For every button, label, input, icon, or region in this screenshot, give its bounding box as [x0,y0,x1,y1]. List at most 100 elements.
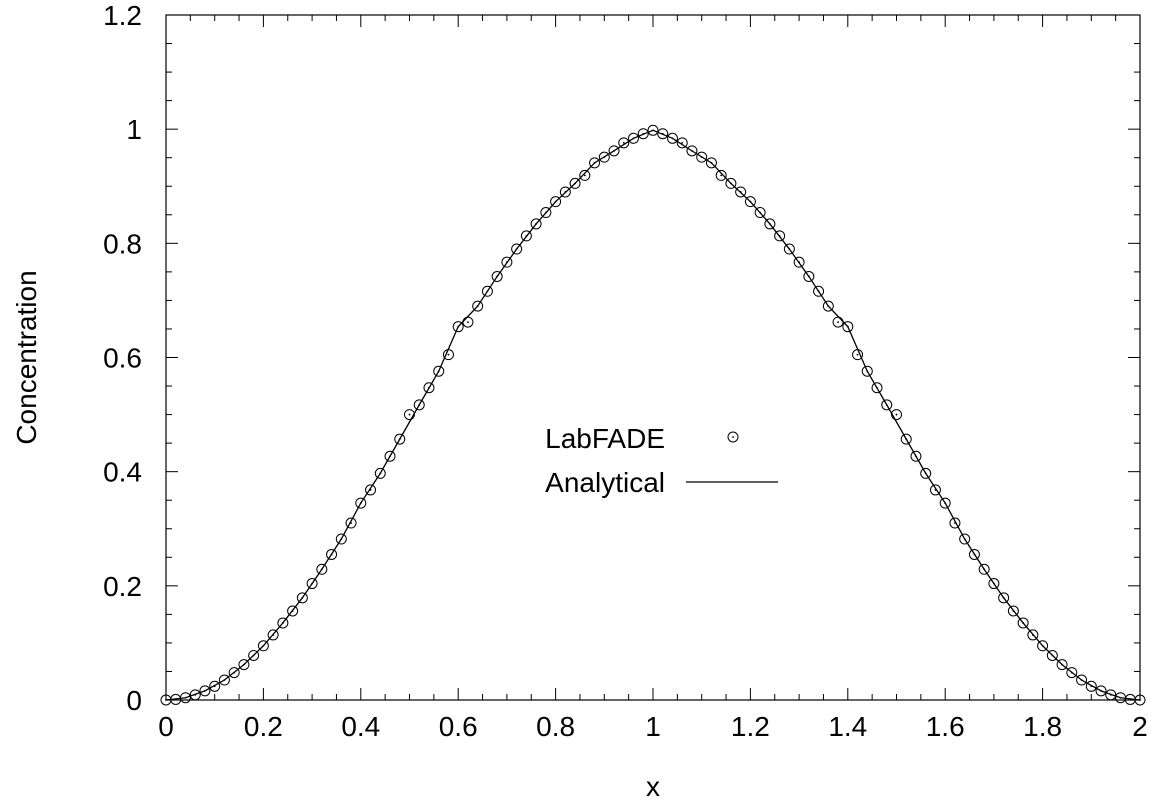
labfade-point [501,256,513,268]
labfade-point-ring [920,467,932,479]
labfade-point-dot [905,438,908,441]
labfade-point-dot [963,538,966,540]
labfade-point [715,169,727,181]
x-tick-label: 0.2 [244,711,283,742]
labfade-point [472,300,484,312]
labfade-point-dot [759,211,762,214]
labfade-point-ring [881,399,893,411]
labfade-point-dot [204,689,206,692]
labfade-point-ring [501,256,513,268]
labfade-point [1056,659,1068,671]
labfade-point-dot [223,679,226,681]
labfade-point [491,270,503,282]
labfade-point [735,186,747,198]
labfade-point-dot [408,413,411,416]
labfade-point-dot [311,582,313,585]
labfade-point [355,497,367,509]
labfade-point-ring [423,382,435,394]
labfade-point-dot [876,386,878,389]
labfade-point-ring [1134,694,1146,706]
labfade-point-ring [852,349,864,361]
labfade-point-ring [598,151,610,163]
labfade-point [1046,649,1058,661]
labfade-point [413,399,425,411]
labfade-point-ring [1017,617,1029,629]
series-markers [160,124,1146,706]
labfade-point-dot [671,137,674,140]
legend-label-labfade: LabFADE [545,423,665,454]
labfade-point-dot [856,353,859,356]
labfade-point-dot [720,174,723,177]
labfade-point [520,230,532,242]
labfade-point-ring [998,592,1010,604]
labfade-point-ring [608,145,620,157]
labfade-point-dot [535,223,538,225]
labfade-point-ring [628,132,640,144]
labfade-point-dot [973,553,976,556]
labfade-point [1017,617,1029,629]
labfade-point-dot [652,129,654,132]
labfade-point [813,285,825,297]
labfade-point-ring [365,484,377,496]
labfade-point-dot [768,223,771,225]
labfade-point [793,256,805,268]
labfade-point-ring [1046,649,1058,661]
labfade-point-ring [959,533,971,545]
labfade-point-dot [1061,663,1063,666]
labfade-point-dot [681,141,684,144]
labfade-point-ring [1007,605,1019,617]
labfade-point-ring [179,692,191,704]
labfade-point [988,578,1000,590]
labfade-point-ring [530,218,542,230]
labfade-point-dot [252,654,255,657]
labfade-point [628,132,640,144]
labfade-point [228,667,240,679]
labfade-point [949,517,961,529]
x-tick-label: 1.8 [1023,711,1062,742]
labfade-point-dot [934,489,937,491]
labfade-point-ring [793,256,805,268]
labfade-point-ring [267,629,279,641]
labfade-point-dot [350,522,352,524]
labfade-point-dot [1080,679,1083,681]
labfade-point-ring [511,243,523,255]
labfade-point-dot [359,502,362,504]
labfade-point [647,124,659,136]
labfade-point [968,548,980,560]
labfade-point-dot [320,568,323,571]
y-tick-label: 0.6 [103,343,142,374]
labfade-point [618,137,630,149]
labfade-point-ring [355,497,367,509]
labfade-point-ring [394,433,406,445]
labfade-point-ring [238,659,250,671]
labfade-point [686,145,698,157]
labfade-point-dot [1090,685,1093,688]
y-axis-label: Concentration [11,270,42,444]
labfade-point-dot [1100,689,1102,692]
labfade-point-ring [218,674,230,686]
labfade-point-ring [978,563,990,575]
labfade-point [1076,674,1088,686]
labfade-point-ring [803,270,815,282]
labfade-point-dot [330,553,333,556]
labfade-point-ring [744,196,756,208]
labfade-point-ring [949,517,961,529]
labfade-point-ring [209,680,221,692]
labfade-point-dot [437,370,440,373]
labfade-point-ring [1105,689,1117,701]
labfade-point-dot [807,275,810,278]
labfade-point [374,467,386,479]
labfade-point-ring [1076,674,1088,686]
labfade-point-dot [924,472,927,475]
x-tick-label: 0.8 [536,711,575,742]
labfade-point [822,300,834,312]
labfade-point-dot [691,149,693,152]
labfade-point [696,151,708,163]
labfade-point-dot [817,290,820,293]
labfade-point-dot [583,174,586,177]
labfade-point-ring [900,433,912,445]
labfade-point [676,137,688,149]
legend-marker-ring [727,431,739,443]
labfade-point-ring [257,640,269,652]
labfade-point [764,218,776,230]
